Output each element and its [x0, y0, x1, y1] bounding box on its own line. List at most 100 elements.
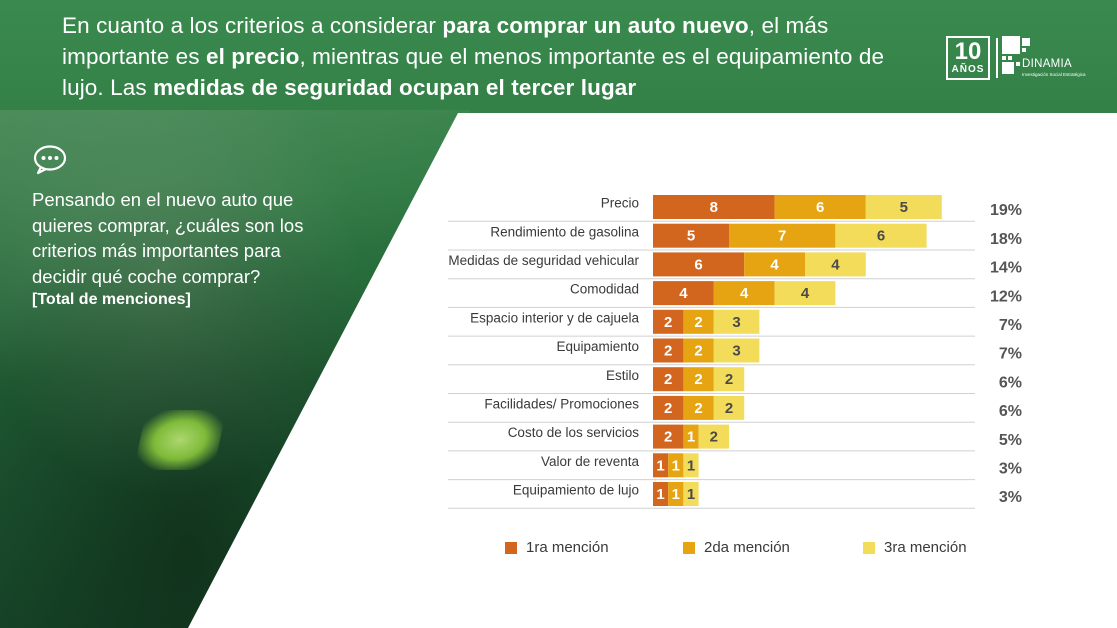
bar-segment [865, 195, 942, 219]
logo-name: DINAMIA [1022, 58, 1073, 70]
headline-bold-1: para comprar un auto nuevo [442, 13, 749, 38]
bar-segment [653, 223, 729, 248]
bar-segment [683, 367, 714, 392]
bar-value-label: 4 [801, 285, 810, 302]
bar-value-label: 2 [694, 342, 702, 359]
total-percentage: 12% [990, 288, 1022, 305]
category-label: Facilidades/ Promociones [484, 396, 639, 411]
total-percentage: 14% [990, 260, 1022, 277]
bar-segment [805, 252, 866, 277]
bar-value-label: 1 [687, 486, 695, 503]
bar-segment [683, 482, 699, 506]
bar-value-label: 6 [694, 256, 702, 273]
bar-segment [683, 309, 714, 334]
bar-value-label: 6 [877, 228, 885, 245]
bar-value-label: 2 [694, 400, 702, 417]
headline-bold-3: medidas de seguridad ocupan el tercer lu… [153, 75, 637, 100]
bar-segment [683, 424, 699, 449]
bar-segment [668, 453, 684, 478]
bar-value-label: 5 [900, 199, 908, 216]
category-label: Espacio interior y de cajuela [470, 310, 639, 325]
bar-value-label: 3 [732, 314, 740, 331]
bar-segment [713, 338, 760, 363]
bar-value-label: 2 [710, 429, 718, 446]
bar-value-label: 1 [672, 457, 680, 474]
bar-value-label: 2 [694, 371, 702, 388]
bar-segment [653, 453, 669, 478]
bar-value-label: 4 [679, 285, 688, 302]
category-label: Estilo [606, 368, 639, 383]
legend-swatch [505, 542, 517, 554]
bar-segment [668, 482, 684, 506]
logo-divider [996, 38, 998, 78]
bar-segment [713, 309, 760, 334]
bar-value-label: 2 [664, 400, 672, 417]
dinamia-logo: 10 AÑOS DINAMIA Investigación Social Est… [946, 36, 1086, 82]
headline-part-2: , el más importante es [62, 13, 829, 69]
total-percentage: 6% [999, 374, 1022, 391]
legend-label: 3ra mención [884, 539, 967, 556]
bar-segment [653, 482, 669, 506]
headline-bold-2: el precio [205, 44, 300, 69]
legend-swatch [863, 542, 875, 554]
chat-bubble-icon [33, 145, 67, 175]
bar-segment [713, 367, 745, 392]
bar-value-label: 4 [831, 256, 840, 273]
bar-segment [713, 281, 775, 306]
legend-swatch [683, 542, 695, 554]
bar-segment [653, 367, 684, 392]
bar-segment [653, 309, 684, 334]
total-percentage: 5% [999, 432, 1022, 449]
bar-value-label: 2 [664, 371, 672, 388]
bar-value-label: 2 [725, 400, 733, 417]
bar-value-label: 1 [687, 429, 695, 446]
bar-segment [774, 281, 836, 306]
question-note: [Total de menciones] [32, 291, 191, 308]
logo-years: AÑOS [951, 64, 985, 75]
headline-part-3: , mientras que el menos importante es el… [62, 44, 885, 100]
bar-segment [683, 395, 714, 420]
bar-value-label: 1 [672, 486, 680, 503]
total-percentage: 6% [999, 403, 1022, 420]
bar-segment [653, 252, 745, 277]
bar-segment [683, 338, 714, 363]
total-percentage: 7% [999, 346, 1022, 363]
category-label: Equipamiento [556, 339, 639, 354]
headline-part-1: En cuanto a los criterios a considerar [62, 13, 443, 38]
dinamia-mark-icon [1002, 36, 1030, 74]
category-label: Costo de los servicios [508, 425, 640, 440]
bar-value-label: 8 [710, 199, 718, 216]
bar-segment [713, 395, 745, 420]
bar-value-label: 1 [656, 457, 664, 474]
legend-label: 2da mención [704, 539, 790, 556]
category-label: Equipamiento de lujo [513, 483, 639, 498]
bar-value-label: 2 [725, 371, 733, 388]
bar-value-label: 5 [687, 228, 695, 245]
logo-number: 10 [954, 38, 982, 65]
total-percentage: 3% [999, 461, 1022, 478]
logo-subtitle: Investigación Social Estratégica [1022, 72, 1086, 77]
bar-segment [774, 195, 866, 219]
bar-value-label: 4 [740, 285, 749, 302]
total-percentage: 3% [999, 489, 1022, 506]
bar-value-label: 2 [664, 429, 672, 446]
bar-segment [653, 395, 684, 420]
bar-value-label: 3 [732, 342, 740, 359]
ten-years-badge: 10 AÑOS [946, 36, 990, 80]
bar-value-label: 7 [778, 228, 786, 245]
category-label: Comodidad [570, 282, 639, 297]
bar-value-label: 1 [687, 457, 695, 474]
bar-value-label: 4 [770, 256, 779, 273]
category-label: Medidas de seguridad vehicular [448, 253, 639, 268]
bar-segment [653, 338, 684, 363]
category-label: Valor de reventa [541, 454, 640, 469]
bar-value-label: 6 [816, 199, 824, 216]
bar-value-label: 2 [694, 314, 702, 331]
legend-label: 1ra mención [526, 539, 609, 556]
bar-segment [698, 424, 729, 449]
bar-value-label: 2 [664, 314, 672, 331]
bar-segment [683, 453, 699, 478]
bar-segment [653, 195, 775, 219]
total-percentage: 7% [999, 317, 1022, 334]
